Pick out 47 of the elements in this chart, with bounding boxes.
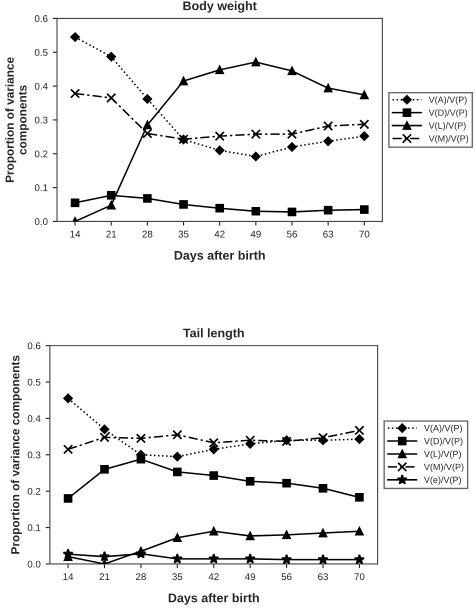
y-axis-title: Proportion of variance components — [10, 356, 22, 554]
legend-label: V(D)/V(P) — [428, 109, 468, 118]
legend-label: V(A)/V(P) — [424, 424, 462, 434]
y-axis-title: Proportion of variance components — [5, 57, 29, 182]
legend-label: V(L)/V(P) — [428, 122, 466, 131]
x-tick-label: 49 — [250, 230, 261, 238]
y-tick-label: 0.2 — [28, 488, 40, 495]
y-tick-label: 0.6 — [34, 15, 48, 22]
x-tick-label: 42 — [214, 230, 225, 238]
y-tick-label: 0.0 — [28, 560, 40, 568]
x-tick-label: 42 — [208, 573, 219, 580]
y-tick-label: 0.1 — [28, 524, 40, 532]
chart-title: Tail length — [183, 328, 244, 340]
x-tick-label: 70 — [359, 230, 370, 238]
x-tick-label: 56 — [282, 573, 292, 580]
y-tick-label: 0.2 — [34, 150, 48, 158]
x-tick-label: 49 — [244, 573, 256, 580]
legend-label: V(e)/V(P) — [424, 476, 461, 485]
x-tick-label: 35 — [178, 230, 189, 238]
x-tick-label: 21 — [106, 230, 116, 238]
x-tick-label: 14 — [63, 573, 74, 580]
y-tick-label: 0.5 — [34, 49, 48, 56]
x-tick-label: 56 — [286, 230, 297, 238]
y-tick-label: 0.4 — [28, 415, 41, 422]
x-tick-label: 28 — [142, 230, 152, 238]
x-tick-label: 28 — [136, 573, 146, 580]
y-tick-label: 0.0 — [34, 218, 48, 226]
x-axis-title: Days after birth — [174, 250, 265, 262]
y-tick-label: 0.3 — [34, 116, 48, 124]
legend-label: V(M)/V(P) — [428, 135, 468, 144]
legend-label: V(L)/V(P) — [424, 450, 461, 459]
legend-label: V(D)/V(P) — [424, 438, 462, 446]
x-tick-label: 63 — [323, 230, 334, 238]
x-tick-label: 70 — [354, 573, 364, 580]
y-tick-label: 0.5 — [28, 378, 40, 386]
x-tick-label: 63 — [318, 573, 328, 580]
x-tick-label: 21 — [100, 573, 110, 580]
y-tick-label: 0.4 — [34, 82, 48, 90]
y-tick-label: 0.1 — [34, 184, 48, 192]
y-tick-label: 0.3 — [28, 452, 40, 458]
x-axis-title: Days after birth — [168, 593, 259, 605]
legend-label: V(M)/V(P) — [424, 464, 464, 472]
y-tick-label: 0.6 — [28, 342, 40, 350]
chart-title: Body weight — [183, 1, 257, 13]
x-tick-label: 14 — [70, 230, 80, 238]
x-tick-label: 35 — [172, 573, 182, 580]
legend-label: V(A)/V(P) — [428, 96, 467, 105]
